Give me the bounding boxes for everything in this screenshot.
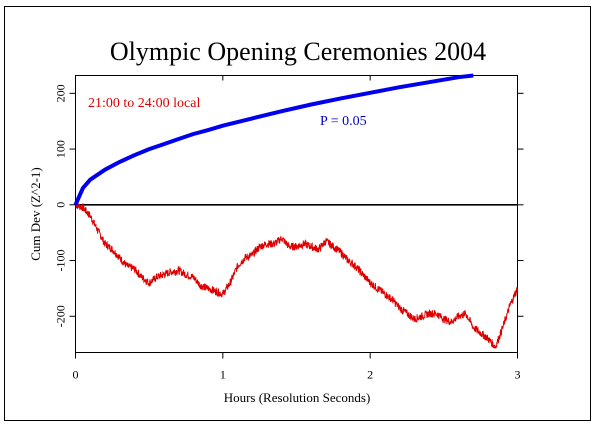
y-tick-label: -100: [54, 250, 68, 272]
plot-area: [75, 75, 518, 353]
x-tick-label: 3: [515, 368, 521, 382]
y-tick-label: 200: [54, 84, 68, 102]
y-tick-label: -200: [54, 305, 68, 327]
y-axis-label: Cum Dev (Z^2-1): [28, 167, 43, 260]
y-tick-label: 0: [54, 202, 68, 208]
outer-border: [4, 6, 591, 421]
annotation-time-range: 21:00 to 24:00 local: [88, 96, 200, 111]
x-tick-label: 2: [367, 368, 373, 382]
x-axis-label: Hours (Resolution Seconds): [224, 390, 371, 405]
series-line-red: [75, 202, 518, 350]
x-tick-label: 0: [73, 368, 79, 382]
y-tick-label: 100: [54, 140, 68, 158]
axis-ticks: [69, 75, 524, 359]
series-line-blue: [73, 73, 474, 206]
axis-tick-labels: 0 1 2 3 -200 -100 0 100 200: [54, 84, 521, 381]
chart-title: Olympic Opening Ceremonies 2004: [110, 37, 486, 66]
series-group: [73, 73, 518, 350]
x-tick-label: 1: [220, 368, 226, 382]
annotation-p-value: P = 0.05: [320, 114, 367, 129]
